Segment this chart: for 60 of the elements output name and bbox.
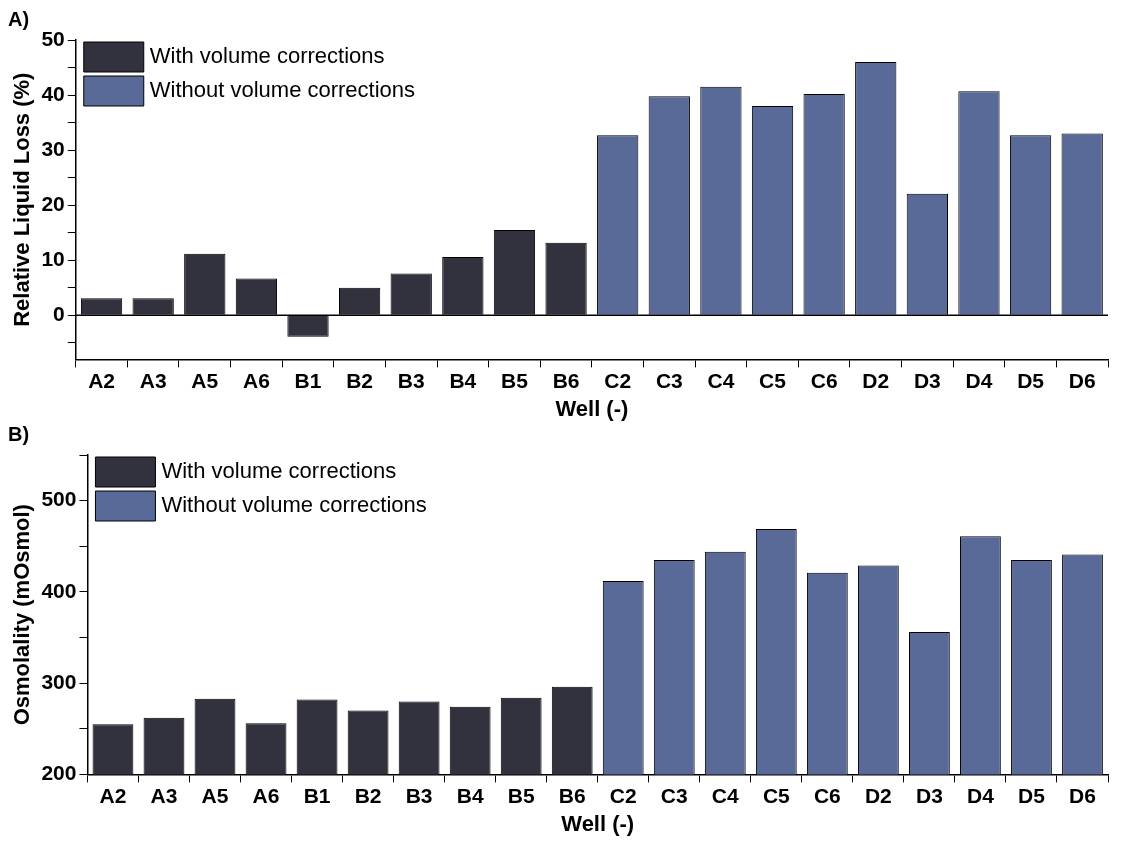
x-tick-label: D6 [1068, 368, 1096, 392]
x-tick-label: A3 [139, 368, 167, 392]
x-tick-label: B6 [558, 783, 586, 807]
x-tick-label: C4 [711, 783, 740, 807]
x-tick-label: C5 [762, 783, 791, 807]
x-tick-label: B1 [303, 783, 331, 807]
x-tick-label: A2 [88, 368, 115, 392]
legend-label: With volume corrections [161, 458, 397, 484]
x-tick-label: C5 [759, 368, 787, 392]
x-tick-label: B5 [501, 368, 529, 392]
x-tick-label: D4 [967, 783, 995, 807]
y-tick-label: 20 [41, 192, 65, 215]
x-tick-label: D2 [862, 368, 890, 392]
x-tick-label: B1 [294, 368, 322, 392]
legend-label: With volume corrections [149, 43, 385, 69]
legend-label: Without volume corrections [149, 77, 416, 103]
x-tick-label: C4 [707, 368, 735, 392]
x-tick-label: B6 [552, 368, 580, 392]
y-axis-title: Osmolality (mOsmol) [9, 504, 35, 726]
x-tick-label: D6 [1069, 783, 1096, 807]
x-tick-label: B2 [346, 368, 374, 392]
y-tick-label: 400 [41, 578, 77, 602]
legend-label: Without volume corrections [161, 492, 427, 518]
x-tick-label: D3 [915, 783, 943, 807]
x-tick-label: C3 [660, 783, 688, 807]
x-tick-label: B3 [397, 368, 425, 392]
x-tick-label: B5 [507, 783, 535, 807]
y-tick-label: 200 [41, 761, 77, 785]
y-tick-label: 30 [41, 136, 65, 160]
x-tick-label: C3 [655, 368, 683, 392]
x-tick-label: D5 [1017, 368, 1045, 392]
chart-title: A) [8, 7, 30, 30]
x-tick-label: A3 [150, 783, 178, 807]
chart-title: B) [8, 422, 30, 445]
x-tick-label: D2 [864, 783, 892, 807]
x-tick-label: A6 [252, 783, 280, 807]
x-tick-label: A5 [191, 368, 219, 392]
x-tick-label: C2 [609, 783, 637, 807]
x-axis-title: Well (-) [555, 395, 629, 421]
x-tick-label: C6 [810, 368, 838, 392]
x-tick-label: C2 [604, 368, 632, 392]
x-tick-label: D4 [965, 368, 993, 392]
y-tick-label: 0 [53, 302, 65, 326]
x-tick-label: D3 [913, 368, 941, 392]
x-tick-label: A2 [99, 783, 127, 807]
x-tick-label: B3 [405, 783, 433, 807]
x-tick-label: A6 [242, 368, 270, 392]
y-axis-title: Relative Liquid Loss (%) [9, 72, 35, 327]
x-tick-label: A5 [201, 783, 229, 807]
y-tick-label: 500 [41, 487, 77, 511]
y-tick-label: 300 [41, 669, 77, 693]
x-tick-label: C6 [813, 783, 841, 807]
y-tick-label: 10 [41, 247, 65, 271]
x-tick-label: B2 [354, 783, 382, 807]
y-tick-label: 40 [41, 81, 65, 105]
x-axis-title: Well (-) [561, 810, 635, 836]
x-tick-label: B4 [449, 368, 477, 392]
y-tick-label: 50 [41, 26, 65, 50]
x-tick-label: B4 [456, 783, 484, 807]
x-tick-label: D5 [1018, 783, 1046, 807]
